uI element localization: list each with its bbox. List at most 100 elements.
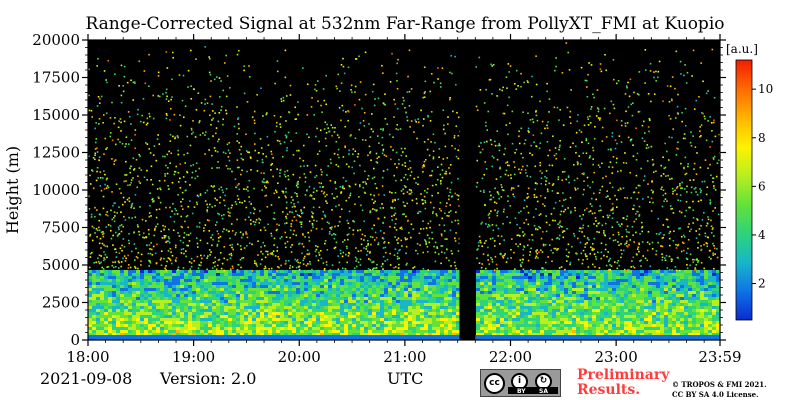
heatmap-cell <box>608 279 612 282</box>
heatmap-cell <box>160 291 164 294</box>
heatmap-cell <box>708 276 712 279</box>
heatmap-point <box>204 224 207 226</box>
heatmap-cell <box>664 318 668 321</box>
heatmap-cell <box>316 285 320 288</box>
heatmap-cell <box>232 321 236 324</box>
heatmap-cell <box>640 279 644 282</box>
heatmap-cell <box>192 300 196 303</box>
heatmap-point <box>693 188 696 190</box>
heatmap-cell <box>508 282 512 285</box>
heatmap-cell <box>656 273 660 276</box>
heatmap-point <box>240 157 243 160</box>
heatmap-point <box>117 233 120 236</box>
heatmap-cell <box>496 315 500 318</box>
heatmap-cell <box>428 321 432 324</box>
heatmap-point <box>518 269 521 272</box>
heatmap-cell <box>596 300 600 303</box>
heatmap-cell <box>180 279 184 282</box>
heatmap-cell <box>504 306 508 309</box>
heatmap-cell <box>172 324 176 327</box>
heatmap-cell <box>508 318 512 321</box>
heatmap-cell <box>184 324 188 327</box>
heatmap-cell <box>288 276 292 279</box>
heatmap-cell <box>564 324 568 327</box>
heatmap-point <box>632 234 634 236</box>
heatmap-cell <box>496 300 500 303</box>
heatmap-point <box>229 268 232 270</box>
heatmap-cell <box>492 309 496 312</box>
heatmap-point <box>404 106 406 109</box>
heatmap-cell <box>200 288 204 291</box>
heatmap-cell <box>644 279 648 282</box>
heatmap-cell <box>148 321 152 324</box>
heatmap-cell <box>144 291 148 294</box>
heatmap-cell <box>520 291 524 294</box>
heatmap-cell <box>700 333 704 336</box>
heatmap-cell <box>268 306 272 309</box>
heatmap-cell <box>604 309 608 312</box>
heatmap-point <box>177 149 179 152</box>
heatmap-point <box>632 144 634 146</box>
heatmap-cell <box>348 297 352 300</box>
heatmap-cell <box>320 303 324 306</box>
heatmap-point <box>227 149 230 152</box>
heatmap-cell <box>356 306 360 309</box>
heatmap-point <box>574 145 577 148</box>
heatmap-cell <box>368 312 372 315</box>
heatmap-cell <box>180 282 184 285</box>
heatmap-cell <box>288 273 292 276</box>
heatmap-cell <box>616 279 620 282</box>
heatmap-point <box>115 251 118 254</box>
heatmap-cell <box>116 282 120 285</box>
heatmap-point <box>368 123 370 125</box>
heatmap-cell <box>608 324 612 327</box>
heatmap-point <box>91 169 93 171</box>
heatmap-point <box>415 182 417 184</box>
heatmap-cell <box>388 321 392 324</box>
heatmap-cell <box>204 285 208 288</box>
heatmap-point <box>271 162 273 165</box>
heatmap-cell <box>360 291 364 294</box>
heatmap-cell <box>384 288 388 291</box>
heatmap-cell <box>688 324 692 327</box>
heatmap-cell <box>196 333 200 336</box>
heatmap-point <box>333 237 336 240</box>
heatmap-cell <box>200 270 204 273</box>
heatmap-cell <box>716 285 720 288</box>
heatmap-cell <box>656 282 660 285</box>
heatmap-cell <box>164 330 168 333</box>
heatmap-point <box>109 225 112 227</box>
heatmap-point <box>102 114 105 116</box>
heatmap-cell <box>496 282 500 285</box>
heatmap-cell <box>584 315 588 318</box>
heatmap-cell <box>288 282 292 285</box>
heatmap-cell <box>128 291 132 294</box>
heatmap-cell <box>276 327 280 330</box>
heatmap-cell <box>392 324 396 327</box>
heatmap-cell <box>356 294 360 297</box>
heatmap-cell <box>664 297 668 300</box>
heatmap-cell <box>292 291 296 294</box>
heatmap-cell <box>524 327 528 330</box>
heatmap-cell <box>328 300 332 303</box>
heatmap-cell <box>332 327 336 330</box>
heatmap-cell <box>688 270 692 273</box>
heatmap-cell <box>680 318 684 321</box>
heatmap-cell <box>384 333 388 336</box>
heatmap-point <box>150 242 152 244</box>
heatmap-cell <box>252 282 256 285</box>
heatmap-cell <box>392 285 396 288</box>
heatmap-cell <box>616 300 620 303</box>
heatmap-point <box>236 269 239 271</box>
heatmap-point <box>526 164 529 167</box>
heatmap-cell <box>680 285 684 288</box>
heatmap-cell <box>208 327 212 330</box>
heatmap-cell <box>624 285 628 288</box>
heatmap-point <box>677 243 680 246</box>
heatmap-cell <box>564 279 568 282</box>
heatmap-cell <box>640 327 644 330</box>
heatmap-cell <box>500 276 504 279</box>
heatmap-point <box>671 269 673 271</box>
heatmap-cell <box>160 285 164 288</box>
heatmap-cell <box>624 270 628 273</box>
